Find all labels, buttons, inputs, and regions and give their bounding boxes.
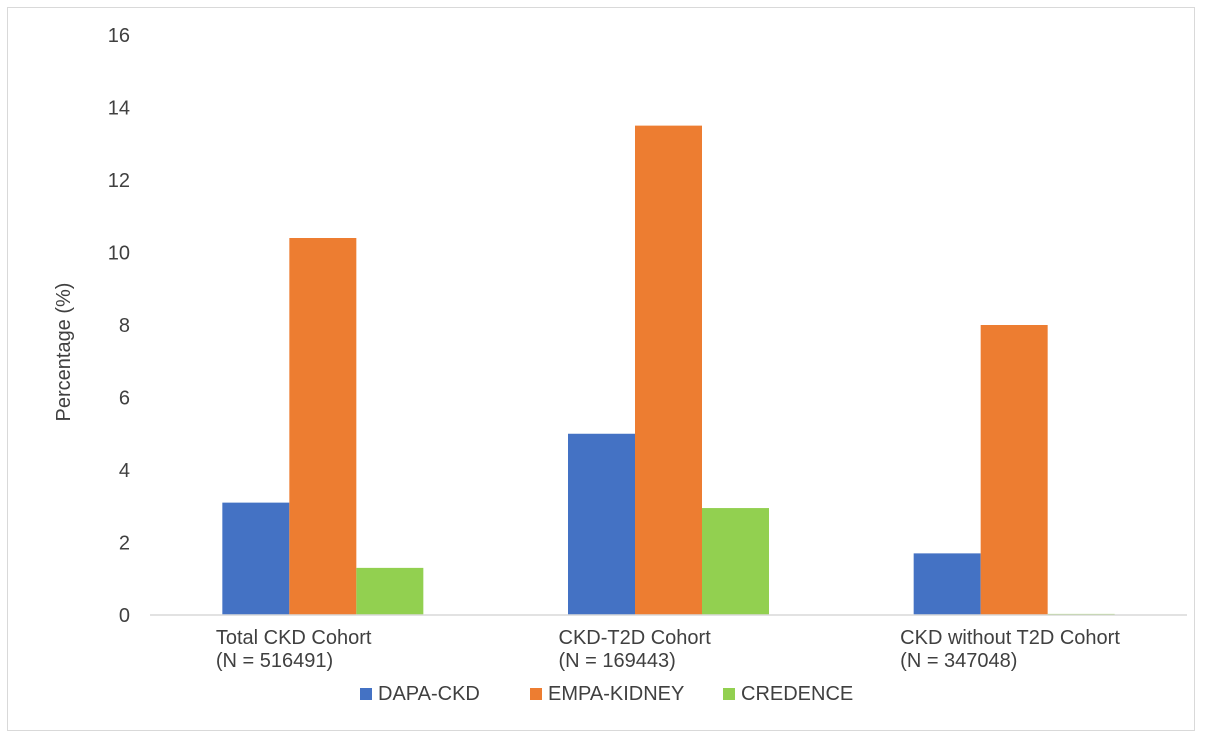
category-label: CKD-T2D Cohort — [559, 627, 712, 649]
legend-swatch — [530, 688, 542, 700]
bar-dapa-ckd — [222, 502, 290, 615]
legend-label: EMPA-KIDNEY — [548, 683, 684, 705]
y-axis-label: Percentage (%) — [53, 283, 75, 422]
bar-empa-kidney — [289, 238, 357, 615]
category-sublabel: (N = 516491) — [216, 650, 333, 672]
category-label: Total CKD Cohort — [216, 627, 372, 649]
category-label: CKD without T2D Cohort — [900, 627, 1120, 649]
category-sublabel: (N = 169443) — [559, 650, 676, 672]
y-tick-label: 10 — [108, 243, 130, 265]
bar-empa-kidney — [980, 325, 1048, 615]
legend-label: CREDENCE — [741, 683, 853, 705]
y-tick-label: 0 — [119, 605, 130, 627]
y-tick-label: 2 — [119, 533, 130, 555]
y-tick-label: 16 — [108, 25, 130, 47]
y-tick-label: 12 — [108, 170, 130, 192]
y-tick-label: 6 — [119, 388, 130, 410]
category-sublabel: (N = 347048) — [900, 650, 1017, 672]
legend-swatch — [360, 688, 372, 700]
bars — [222, 125, 1115, 615]
bar-credence — [356, 567, 424, 615]
y-axis-label-group: Percentage (%) — [53, 283, 75, 422]
category-labels: Total CKD Cohort(N = 516491) CKD-T2D Coho… — [216, 627, 1120, 672]
y-tick-label: 14 — [108, 98, 130, 120]
legend-label: DAPA-CKD — [378, 683, 480, 705]
legend-swatch — [723, 688, 735, 700]
legend: DAPA-CKD EMPA-KIDNEY CREDENCE — [360, 683, 853, 705]
bar-credence — [702, 508, 769, 615]
bar-dapa-ckd — [913, 553, 981, 615]
y-tick-label: 4 — [119, 460, 130, 482]
y-ticks: 0 2 4 6 8 10 12 14 16 — [108, 25, 130, 627]
bar-empa-kidney — [635, 125, 702, 615]
y-tick-label: 8 — [119, 315, 130, 337]
bar-dapa-ckd — [568, 433, 635, 615]
